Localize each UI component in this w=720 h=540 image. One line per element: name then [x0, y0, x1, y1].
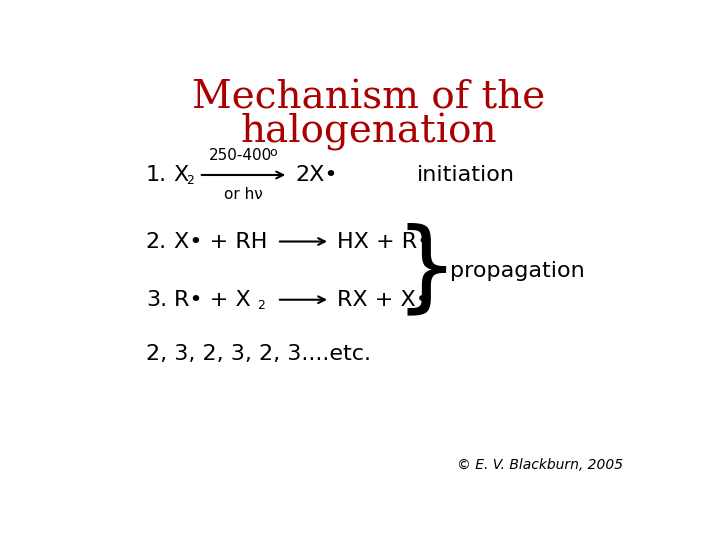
Text: HX + R•: HX + R•	[337, 232, 430, 252]
Text: halogenation: halogenation	[240, 113, 498, 151]
Text: © E. V. Blackburn, 2005: © E. V. Blackburn, 2005	[456, 458, 623, 472]
Text: }: }	[394, 222, 458, 319]
Text: propagation: propagation	[450, 261, 585, 281]
Text: or hν: or hν	[224, 187, 263, 201]
Text: 250-400: 250-400	[209, 148, 272, 163]
Text: 2.: 2.	[145, 232, 167, 252]
Text: R• + X: R• + X	[174, 290, 251, 310]
Text: 1.: 1.	[145, 165, 167, 185]
Text: Mechanism of the: Mechanism of the	[192, 79, 546, 116]
Text: 3.: 3.	[145, 290, 167, 310]
Text: X• + RH: X• + RH	[174, 232, 267, 252]
Text: RX + X•: RX + X•	[337, 290, 428, 310]
Text: 2, 3, 2, 3, 2, 3....etc.: 2, 3, 2, 3, 2, 3....etc.	[145, 344, 371, 364]
Text: 2: 2	[258, 299, 265, 312]
Text: 2: 2	[186, 174, 194, 187]
Text: o: o	[269, 146, 276, 159]
Text: X: X	[174, 165, 189, 185]
Text: initiation: initiation	[416, 165, 514, 185]
Text: 2X•: 2X•	[295, 165, 338, 185]
